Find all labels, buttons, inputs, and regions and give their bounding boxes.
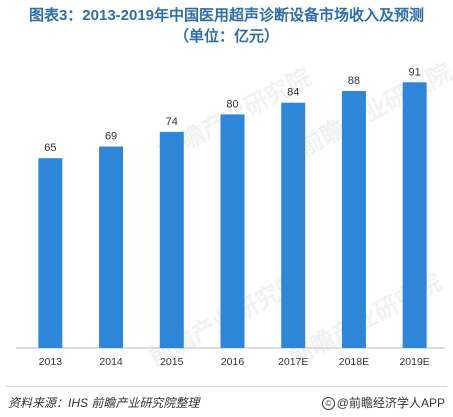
bar-value-label-2019E: 91	[409, 66, 421, 78]
bar-chart: 65 2013 69 2014 74 2015 80 2016 84 2017E 88 2018E 91…	[16, 66, 445, 368]
x-tick-label-2019E: 2019E	[399, 356, 429, 368]
bar-2019E	[402, 82, 427, 348]
x-tick-label-2017E: 2017E	[278, 356, 308, 368]
bar-value-label-2015: 74	[166, 116, 178, 128]
x-tick-label-2014: 2014	[99, 356, 123, 368]
copyright-icon: ©	[321, 397, 335, 410]
source-brand-text: @前瞻经济学人APP	[336, 396, 445, 410]
x-tick-label-2015: 2015	[160, 356, 184, 368]
chart-subtitle: （单位：亿元）	[173, 28, 279, 45]
bar-value-label-2018E: 88	[348, 75, 360, 87]
source-label: 资料来源：IHS 前瞻产业研究院整理	[8, 396, 200, 410]
bar-2018E	[341, 91, 366, 348]
source-brand: © @前瞻经济学人APP	[321, 394, 445, 411]
source-footer: 资料来源：IHS 前瞻产业研究院整理 © @前瞻经济学人APP	[0, 386, 453, 417]
x-tick-label-2013: 2013	[39, 356, 63, 368]
bar-value-label-2017E: 84	[287, 87, 299, 99]
bar-2015	[159, 131, 184, 348]
bar-value-label-2014: 69	[105, 131, 117, 143]
footer-divider	[6, 386, 447, 387]
x-tick-label-2018E: 2018E	[339, 356, 369, 368]
x-tick-label-2016: 2016	[221, 356, 245, 368]
chart-title: 图表3：2013-2019年中国医用超声诊断设备市场收入及预测	[28, 7, 425, 24]
bar-value-label-2013: 65	[44, 142, 56, 154]
bar-2014	[99, 146, 124, 348]
bar-2013	[38, 158, 63, 348]
bar-2016	[220, 114, 245, 349]
bar-2017E	[281, 102, 306, 348]
bar-value-label-2016: 80	[226, 98, 238, 110]
